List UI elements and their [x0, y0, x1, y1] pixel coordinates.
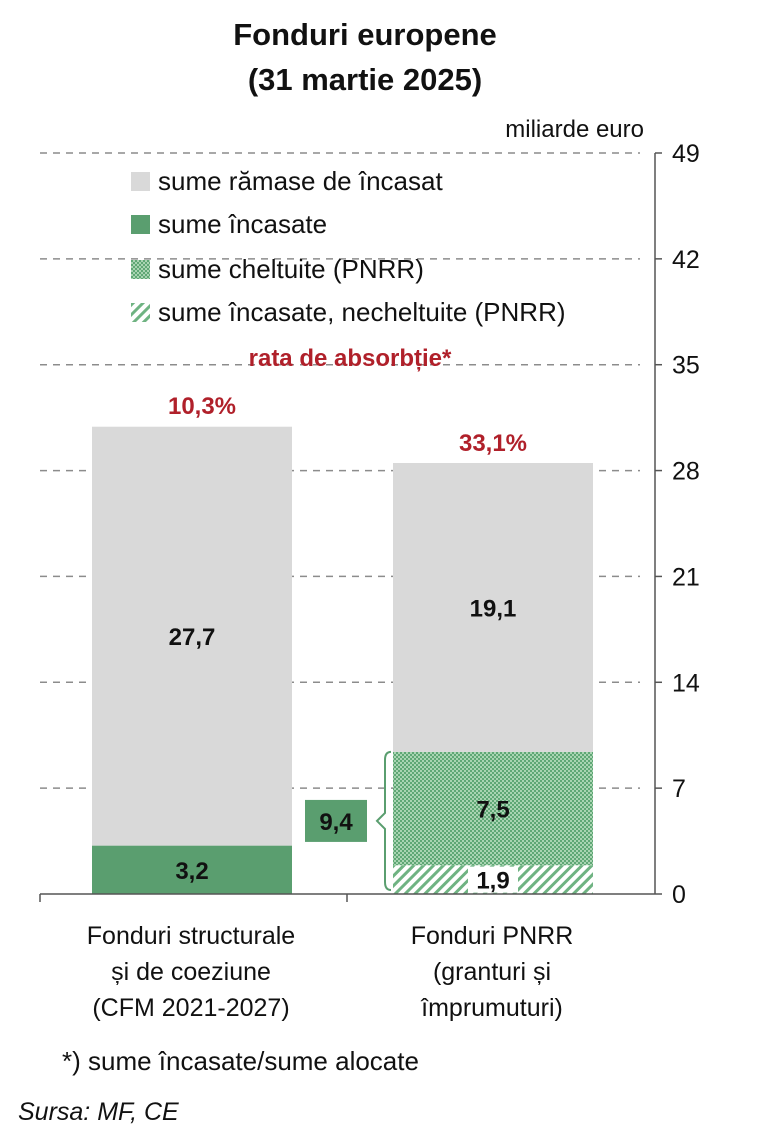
y-tick-label: 42 [672, 246, 700, 274]
category-line: Fonduri PNRR [410, 922, 574, 950]
legend-label-unspent: sume încasate, necheltuite (PNRR) [158, 296, 566, 327]
footnote: *) sume încasate/sume alocate [62, 1046, 419, 1076]
bracket [375, 750, 392, 891]
category-line: Fonduri structurale [86, 922, 296, 950]
category-line: (CFM 2021-2027) [92, 994, 290, 1022]
y-tick-label: 35 [672, 352, 700, 380]
data-label: 3,2 [175, 858, 208, 885]
legend-label-spent: sume cheltuite (PNRR) [158, 253, 424, 284]
absorption-rate-pnrr: 33,1% [458, 430, 528, 457]
total-label: 9,4 [319, 809, 353, 836]
legend-swatch-received [131, 214, 150, 234]
chart-title-line1: Fonduri europene [233, 17, 497, 52]
source-note: Sursa: MF, CE [18, 1098, 179, 1126]
bar-segment-remaining [92, 426, 292, 846]
legend-item-unspent: sume încasate, necheltuite (PNRR) [131, 297, 566, 327]
bar-segment-remaining [393, 463, 593, 752]
legend-item-received: sume încasate [131, 209, 327, 239]
bar-segment-received [92, 845, 292, 894]
total-box [305, 799, 367, 842]
absorption-rate-heading: rata de absorbție* [248, 345, 452, 372]
legend-item-spent: sume cheltuite (PNRR) [131, 254, 424, 284]
category-line: (granturi și [432, 958, 552, 986]
legend-swatch-unspent [131, 302, 150, 322]
data-label: 19,1 [470, 595, 517, 622]
chart-title-line2: (31 martie 2025) [247, 62, 483, 97]
y-tick-label: 49 [672, 140, 700, 168]
bar-segment-spent [393, 751, 593, 866]
y-tick-label: 0 [672, 881, 686, 909]
data-label-background [468, 866, 518, 893]
legend-swatch-remaining [131, 171, 150, 191]
legend-swatch-spent [131, 259, 150, 279]
category-line: și de coeziune [111, 958, 271, 986]
y-tick-label: 28 [672, 458, 700, 486]
absorption-rate-structural: 10,3% [167, 393, 237, 420]
y-tick-label: 21 [672, 563, 700, 591]
category-label-pnrr: Fonduri PNRR (granturi și împrumuturi) [332, 918, 652, 1026]
legend-item-remaining: sume rămase de încasat [131, 166, 443, 196]
unit-label: miliarde euro [505, 116, 644, 143]
data-label: 27,7 [169, 624, 216, 651]
y-tick-label: 7 [672, 775, 686, 803]
y-tick-label: 14 [672, 669, 700, 697]
category-line: împrumuturi) [421, 994, 563, 1022]
data-label: 1,9 [476, 868, 509, 895]
category-label-structural: Fonduri structurale și de coeziune (CFM … [31, 918, 351, 1026]
data-label: 7,5 [476, 797, 509, 824]
legend-label-received: sume încasate [158, 208, 328, 239]
legend-label-remaining: sume rămase de încasat [158, 165, 443, 196]
